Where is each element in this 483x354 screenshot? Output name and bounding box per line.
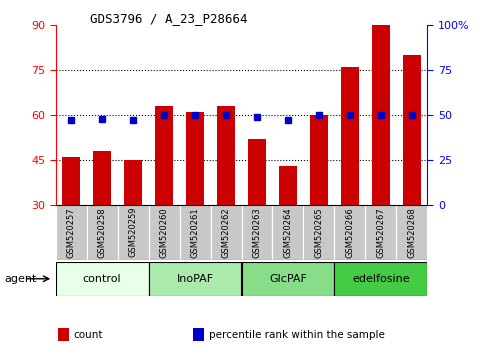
Bar — [403, 55, 421, 205]
Bar — [272, 205, 303, 260]
Text: GSM520261: GSM520261 — [190, 207, 199, 258]
Bar — [242, 205, 272, 260]
Text: InoPAF: InoPAF — [176, 274, 213, 284]
Bar — [211, 205, 242, 260]
Bar — [279, 166, 297, 205]
Bar — [334, 205, 366, 260]
Text: GSM520263: GSM520263 — [253, 207, 261, 258]
Bar — [310, 115, 328, 205]
Text: GSM520258: GSM520258 — [98, 207, 107, 258]
Text: GSM520268: GSM520268 — [408, 207, 416, 258]
Text: GSM520260: GSM520260 — [159, 207, 169, 258]
Text: GSM520265: GSM520265 — [314, 207, 324, 258]
Bar — [180, 205, 211, 260]
Bar — [56, 262, 149, 296]
Text: edelfosine: edelfosine — [352, 274, 410, 284]
Bar — [341, 67, 359, 205]
Bar — [334, 262, 427, 296]
Bar — [248, 139, 266, 205]
Bar — [397, 205, 427, 260]
Bar — [149, 205, 180, 260]
Text: GSM520257: GSM520257 — [67, 207, 75, 258]
Text: count: count — [73, 330, 103, 339]
Text: GlcPAF: GlcPAF — [269, 274, 307, 284]
Bar — [242, 262, 334, 296]
Bar — [124, 160, 142, 205]
Bar — [93, 151, 112, 205]
Text: GSM520259: GSM520259 — [128, 207, 138, 257]
Text: GSM520267: GSM520267 — [376, 207, 385, 258]
Bar — [155, 106, 173, 205]
Bar — [372, 25, 390, 205]
Text: agent: agent — [5, 274, 37, 284]
Text: GDS3796 / A_23_P28664: GDS3796 / A_23_P28664 — [90, 12, 248, 25]
Bar — [366, 205, 397, 260]
Bar — [217, 106, 235, 205]
Bar — [149, 262, 242, 296]
Bar — [86, 205, 117, 260]
Text: GSM520266: GSM520266 — [345, 207, 355, 258]
Bar — [186, 112, 204, 205]
Bar — [303, 205, 334, 260]
Text: GSM520262: GSM520262 — [222, 207, 230, 258]
Bar — [56, 205, 86, 260]
Bar — [62, 157, 80, 205]
Text: GSM520264: GSM520264 — [284, 207, 293, 258]
Text: percentile rank within the sample: percentile rank within the sample — [209, 330, 384, 339]
Text: control: control — [83, 274, 121, 284]
Bar — [117, 205, 149, 260]
